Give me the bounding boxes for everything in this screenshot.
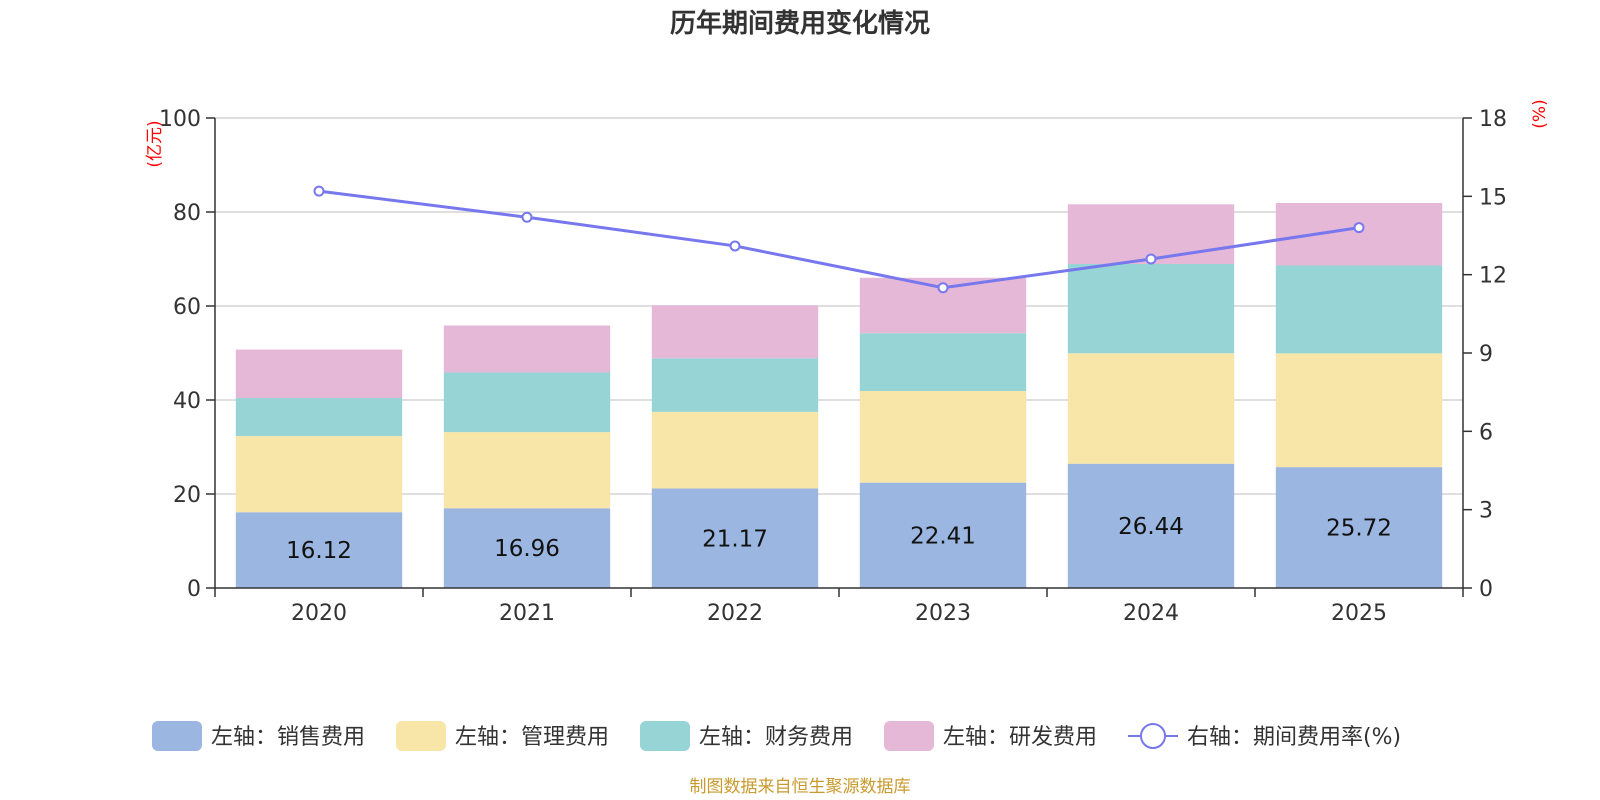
legend-swatch-3 [640, 721, 690, 751]
rate-line [318, 189, 1360, 290]
legend-label-5: 右轴：期间费用率(%) [1187, 725, 1401, 750]
bar-3-2025 [1275, 265, 1443, 354]
rate-point-2020 [313, 185, 325, 197]
data-label: 22.41 [910, 523, 976, 549]
left-axis-unit: (亿元) [145, 120, 165, 167]
bar-1-2021 [443, 508, 611, 588]
rate-point-2022 [729, 240, 741, 252]
bar-2-2024 [1067, 353, 1235, 464]
legend-label-2: 左轴：管理费用 [455, 725, 609, 750]
bar-3-2023 [859, 333, 1027, 392]
left-tick-label: 100 [159, 107, 201, 132]
grid-lines [215, 117, 1463, 495]
bar-4-2021 [443, 325, 611, 373]
bar-2-2021 [443, 432, 611, 509]
data-labels: 16.12 16.96 21.17 22.41 26.44 25.72 [286, 514, 1392, 564]
bar-1-2023 [859, 482, 1027, 588]
left-tick-label: 80 [173, 201, 201, 226]
bar-3-2021 [443, 372, 611, 433]
x-tick-label: 2024 [1123, 601, 1179, 626]
x-tick-label: 2025 [1331, 601, 1387, 626]
bar-2-2020 [235, 436, 403, 513]
x-tick-label: 2022 [707, 601, 763, 626]
bar-4-2025 [1275, 202, 1443, 266]
legend: 左轴：销售费用 左轴：管理费用 左轴：财务费用 左轴：研发费用 右轴：期间费用率(%) [152, 721, 1401, 751]
left-tick-label: 20 [173, 483, 201, 508]
chart-title: 历年期间费用变化情况 [670, 8, 930, 39]
bar-3-2022 [651, 358, 819, 412]
right-tick-label: 12 [1479, 264, 1507, 289]
data-label: 16.96 [494, 536, 560, 562]
bar-4-2022 [651, 305, 819, 359]
data-label: 26.44 [1118, 514, 1184, 540]
bar-1-2022 [651, 488, 819, 588]
data-label: 21.17 [702, 526, 768, 552]
bar-1-2024 [1067, 463, 1235, 588]
right-tick-label: 0 [1479, 577, 1493, 602]
bar-3-2020 [235, 398, 403, 437]
data-label: 25.72 [1326, 516, 1392, 542]
legend-swatch-1 [152, 721, 202, 751]
source-note: 制图数据来自恒生聚源数据库 [690, 777, 911, 797]
rate-point-2021 [521, 211, 533, 223]
legend-marker [1140, 723, 1166, 749]
rate-point-2025 [1353, 222, 1365, 234]
data-label: 16.12 [286, 538, 352, 564]
right-tick-label: 9 [1479, 342, 1493, 367]
bar-1-2025 [1275, 467, 1443, 588]
legend-swatch-2 [396, 721, 446, 751]
left-tick-label: 60 [173, 295, 201, 320]
legend-label-4: 左轴：研发费用 [943, 725, 1097, 750]
bar-2-2023 [859, 391, 1027, 483]
right-axis-unit: (%) [1530, 99, 1550, 128]
line-series-group [313, 185, 1365, 294]
bar-2-2022 [651, 411, 819, 489]
axes: 0 20 40 60 80 100 0 3 6 9 12 15 18 2020 2021 2022 2023 20… [159, 107, 1507, 626]
x-tick-label: 2023 [915, 601, 971, 626]
bar-1-2020 [235, 512, 403, 588]
legend-label-1: 左轴：销售费用 [211, 725, 365, 750]
right-tick-label: 18 [1479, 107, 1507, 132]
bar-series-group [235, 202, 1443, 588]
left-tick-label: 40 [173, 389, 201, 414]
right-tick-label: 3 [1479, 499, 1493, 524]
rate-point-2024 [1145, 253, 1157, 265]
bar-3-2024 [1067, 263, 1235, 354]
x-tick-label: 2020 [291, 601, 347, 626]
legend-swatch-4 [884, 721, 934, 751]
left-tick-label: 0 [187, 577, 201, 602]
right-tick-label: 15 [1479, 185, 1507, 210]
x-tick-label: 2021 [499, 601, 555, 626]
rate-point-2023 [937, 282, 949, 294]
bar-4-2020 [235, 349, 403, 399]
bar-2-2025 [1275, 353, 1443, 468]
right-tick-label: 6 [1479, 420, 1493, 445]
legend-label-3: 左轴：财务费用 [699, 725, 853, 750]
